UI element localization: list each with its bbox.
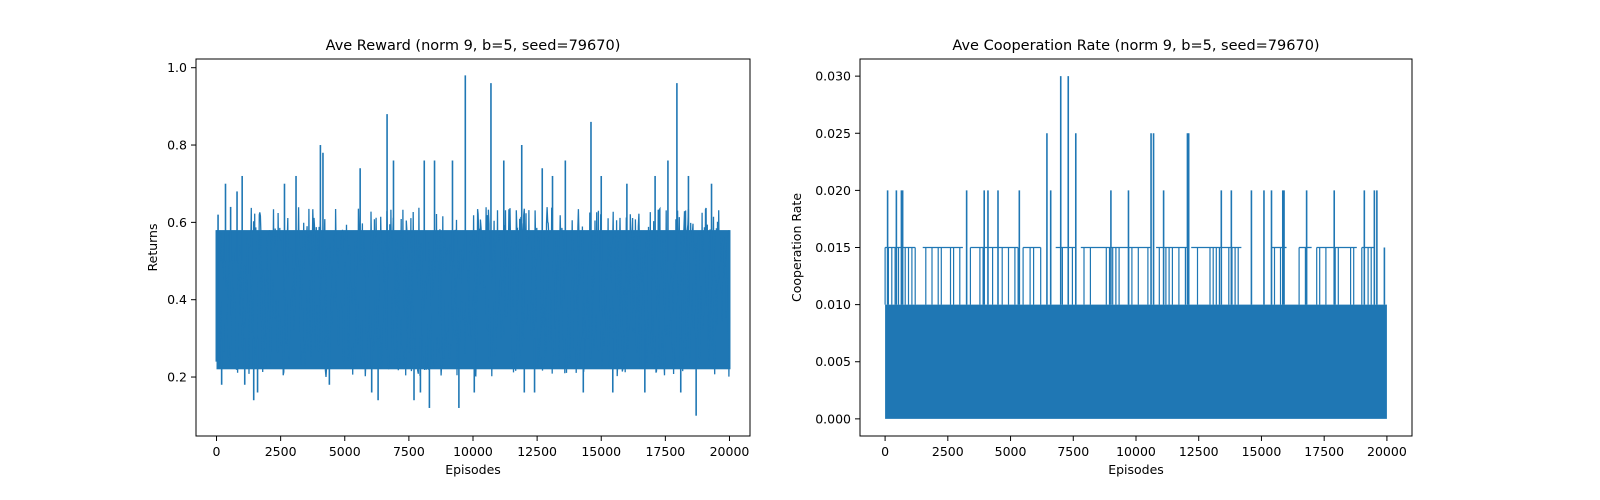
coop-level-comb [1361,247,1375,305]
reward-x-tick-label: 5000 [329,444,361,459]
coop-x-tick-label: 5000 [995,444,1027,459]
reward-y-tick-label: 1.0 [167,60,187,75]
coop-y-tick-label: 0.015 [815,240,851,255]
coop-level-comb [1316,247,1355,305]
coop-y-tick-label: 0.005 [815,354,851,369]
reward-plot-area [215,75,731,416]
coop-y-tick-label: 0.010 [815,297,851,312]
coop-x-tick-label: 17500 [1304,444,1344,459]
reward-y-tick-label: 0.8 [167,138,187,153]
reward-chart-title: Ave Reward (norm 9, b=5, seed=79670) [326,38,621,54]
coop-series-line [884,76,1387,419]
coop-y-tick-label: 0.020 [815,183,851,198]
reward-x-tick-label: 17500 [645,444,685,459]
coop-y-tick-label: 0.030 [815,69,851,84]
reward-oscillation [215,206,731,378]
reward-x-tick-label: 15000 [581,444,621,459]
reward-x-axis-label: Episodes [445,462,501,477]
reward-x-tick-label: 7500 [393,444,425,459]
coop-level-comb [1298,247,1306,305]
reward-series-line [215,75,731,416]
coop-x-tick-label: 12500 [1179,444,1219,459]
coop-x-tick-label: 15000 [1242,444,1282,459]
coop-x-tick-label: 2500 [932,444,964,459]
reward-x-tick-label: 20000 [710,444,750,459]
coop-dense-band [885,304,1387,419]
cooperation-rate-chart: 0 2500 5000 7500 10000 12500 15000 17500 20000 0.… [789,38,1413,477]
coop-plot-area [884,76,1387,419]
reward-x-tick-label: 12500 [517,444,557,459]
coop-level-comb [1158,247,1190,305]
coop-level-comb [1022,247,1042,305]
coop-level-comb [1270,247,1282,305]
coop-level-comb [969,247,1019,305]
coop-level-comb [884,247,916,305]
reward-y-tick-label: 0.2 [167,370,187,385]
coop-chart-title: Ave Cooperation Rate (norm 9, b=5, seed=… [952,38,1319,54]
coop-x-tick-label: 7500 [1057,444,1089,459]
coop-x-axis-label: Episodes [1108,462,1164,477]
reward-y-tick-label: 0.6 [167,215,187,230]
coop-y-tick-label: 0.025 [815,126,851,141]
coop-level-comb [925,247,961,305]
reward-y-tick-label: 0.4 [167,292,187,307]
coop-x-tick-label: 10000 [1116,444,1156,459]
reward-chart: 0 2500 5000 7500 10000 12500 15000 17500 20000 0.… [145,38,751,477]
reward-y-axis-label: Returns [145,224,160,272]
coop-y-tick-label: 0.000 [815,411,851,426]
coop-x-tick-label: 0 [881,444,889,459]
coop-level-comb [1061,247,1077,305]
coop-level-comb [1083,247,1149,305]
reward-x-tick-label: 0 [213,444,221,459]
reward-x-tick-label: 2500 [265,444,297,459]
reward-x-tick-label: 10000 [453,444,493,459]
coop-y-axis-label: Cooperation Rate [789,193,804,302]
coop-x-tick-label: 20000 [1367,444,1407,459]
